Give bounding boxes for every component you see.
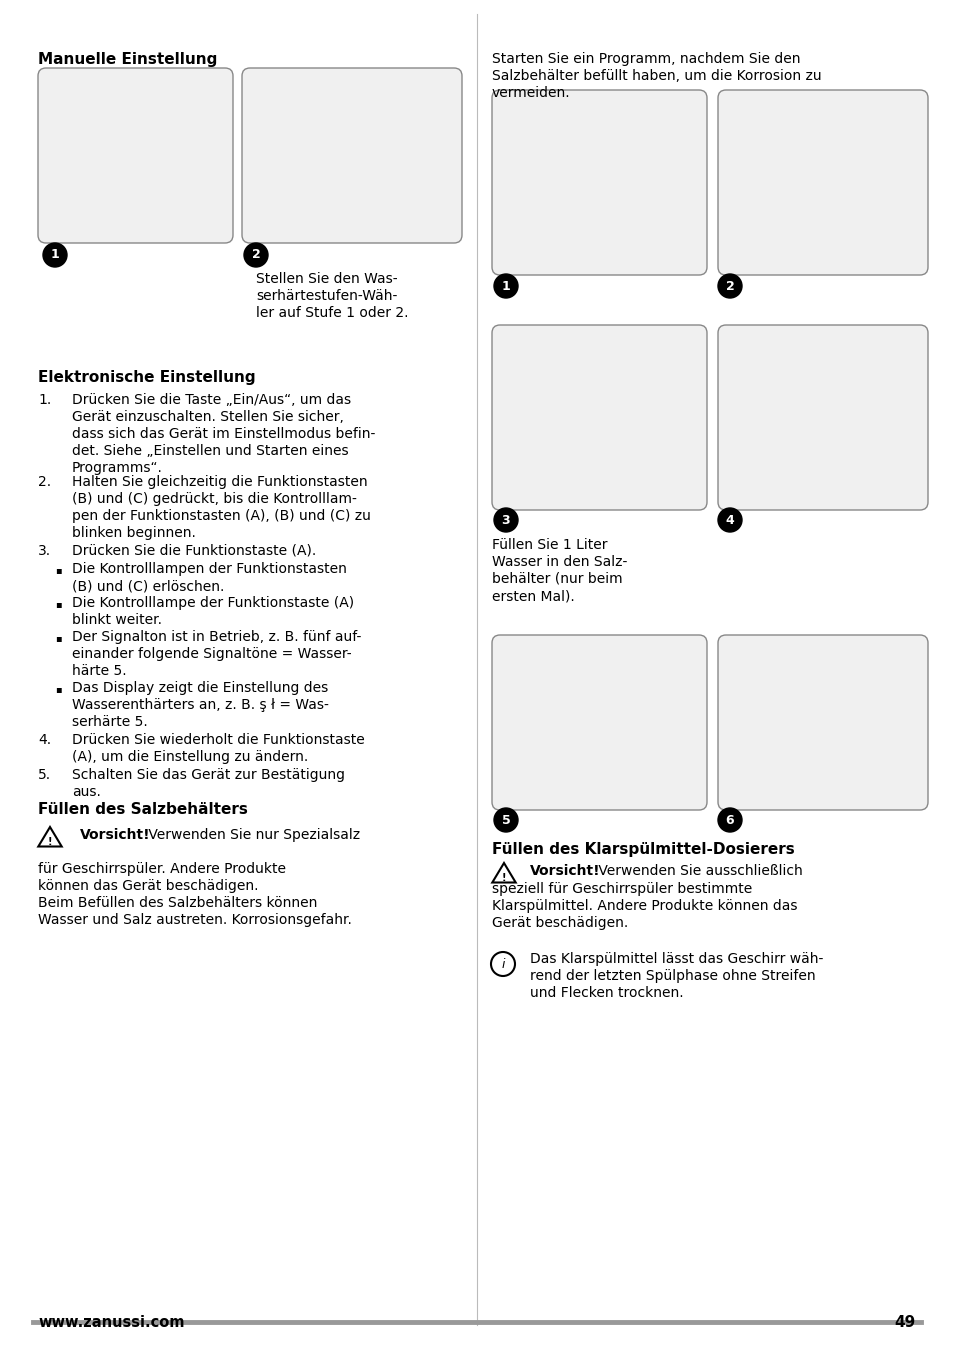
Polygon shape [38, 827, 62, 846]
Text: ▪: ▪ [55, 565, 62, 575]
Text: 1: 1 [51, 249, 59, 261]
Text: blinkt weiter.: blinkt weiter. [71, 612, 162, 627]
Text: können das Gerät beschädigen.: können das Gerät beschädigen. [38, 879, 258, 894]
Text: dass sich das Gerät im Einstellmodus befin-: dass sich das Gerät im Einstellmodus bef… [71, 427, 375, 441]
Text: speziell für Geschirrspüler bestimmte: speziell für Geschirrspüler bestimmte [492, 882, 752, 896]
FancyBboxPatch shape [242, 68, 461, 243]
Circle shape [494, 808, 517, 831]
Text: Drücken Sie die Taste „Ein/Aus“, um das: Drücken Sie die Taste „Ein/Aus“, um das [71, 393, 351, 407]
FancyBboxPatch shape [718, 635, 927, 810]
Text: Füllen des Salzbehälters: Füllen des Salzbehälters [38, 802, 248, 817]
Text: für Geschirrspüler. Andere Produkte: für Geschirrspüler. Andere Produkte [38, 863, 286, 876]
FancyBboxPatch shape [492, 324, 706, 510]
Text: (A), um die Einstellung zu ändern.: (A), um die Einstellung zu ändern. [71, 750, 308, 764]
Text: www.zanussi.com: www.zanussi.com [38, 1315, 184, 1330]
Text: 2.: 2. [38, 475, 51, 489]
Text: Halten Sie gleichzeitig die Funktionstasten: Halten Sie gleichzeitig die Funktionstas… [71, 475, 367, 489]
Text: Das Display zeigt die Einstellung des: Das Display zeigt die Einstellung des [71, 681, 328, 695]
Text: 5: 5 [501, 814, 510, 826]
Circle shape [718, 508, 741, 531]
Text: Vorsicht!: Vorsicht! [80, 827, 151, 842]
Polygon shape [492, 863, 516, 883]
Text: !: ! [501, 873, 506, 883]
Text: Stellen Sie den Was-: Stellen Sie den Was- [255, 272, 397, 287]
Text: rend der letzten Spülphase ohne Streifen: rend der letzten Spülphase ohne Streifen [530, 969, 815, 983]
Text: 6: 6 [725, 814, 734, 826]
Text: blinken beginnen.: blinken beginnen. [71, 526, 195, 539]
Text: Elektronische Einstellung: Elektronische Einstellung [38, 370, 255, 385]
Text: (B) und (C) gedrückt, bis die Kontrolllam-: (B) und (C) gedrückt, bis die Kontrollla… [71, 492, 356, 506]
Text: pen der Funktionstasten (A), (B) und (C) zu: pen der Funktionstasten (A), (B) und (C)… [71, 508, 371, 523]
Text: Verwenden Sie nur Spezialsalz: Verwenden Sie nur Spezialsalz [144, 827, 359, 842]
Text: Drücken Sie die Funktionstaste (A).: Drücken Sie die Funktionstaste (A). [71, 544, 315, 558]
Text: 3: 3 [501, 514, 510, 526]
Text: Verwenden Sie ausschließlich: Verwenden Sie ausschließlich [594, 864, 801, 877]
Text: Wasser in den Salz-: Wasser in den Salz- [492, 556, 627, 569]
Text: Die Kontrolllampen der Funktionstasten: Die Kontrolllampen der Funktionstasten [71, 562, 347, 576]
Text: Wasserenthärters an, z. B. ş ł = Was-: Wasserenthärters an, z. B. ş ł = Was- [71, 698, 329, 713]
Text: Klarspülmittel. Andere Produkte können das: Klarspülmittel. Andere Produkte können d… [492, 899, 797, 913]
Text: aus.: aus. [71, 786, 101, 799]
FancyBboxPatch shape [718, 324, 927, 510]
Text: härte 5.: härte 5. [71, 664, 127, 677]
Text: Manuelle Einstellung: Manuelle Einstellung [38, 51, 217, 68]
Text: Schalten Sie das Gerät zur Bestätigung: Schalten Sie das Gerät zur Bestätigung [71, 768, 345, 781]
Text: ▪: ▪ [55, 684, 62, 694]
Text: Wasser und Salz austreten. Korrosionsgefahr.: Wasser und Salz austreten. Korrosionsgef… [38, 913, 352, 927]
FancyBboxPatch shape [492, 91, 706, 274]
Text: Füllen Sie 1 Liter: Füllen Sie 1 Liter [492, 538, 607, 552]
Text: 2: 2 [252, 249, 260, 261]
Text: ▪: ▪ [55, 599, 62, 608]
Text: serhärtestufen-Wäh-: serhärtestufen-Wäh- [255, 289, 397, 303]
Text: Gerät beschädigen.: Gerät beschädigen. [492, 917, 628, 930]
Text: !: ! [48, 837, 52, 846]
Text: Der Signalton ist in Betrieb, z. B. fünf auf-: Der Signalton ist in Betrieb, z. B. fünf… [71, 630, 361, 644]
Circle shape [491, 952, 515, 976]
Text: 1: 1 [501, 280, 510, 292]
Text: und Flecken trocknen.: und Flecken trocknen. [530, 986, 683, 1000]
Circle shape [494, 508, 517, 531]
Text: i: i [500, 957, 504, 971]
Text: Starten Sie ein Programm, nachdem Sie den: Starten Sie ein Programm, nachdem Sie de… [492, 51, 800, 66]
Text: ▪: ▪ [55, 633, 62, 644]
Text: 5.: 5. [38, 768, 51, 781]
Circle shape [244, 243, 268, 266]
Text: Vorsicht!: Vorsicht! [530, 864, 600, 877]
Text: Gerät einzuschalten. Stellen Sie sicher,: Gerät einzuschalten. Stellen Sie sicher, [71, 410, 343, 425]
Text: Die Kontrolllampe der Funktionstaste (A): Die Kontrolllampe der Funktionstaste (A) [71, 596, 354, 610]
Text: ler auf Stufe 1 oder 2.: ler auf Stufe 1 oder 2. [255, 306, 408, 320]
Text: Das Klarspülmittel lässt das Geschirr wäh-: Das Klarspülmittel lässt das Geschirr wä… [530, 952, 822, 965]
Text: serhärte 5.: serhärte 5. [71, 715, 148, 729]
Text: Drücken Sie wiederholt die Funktionstaste: Drücken Sie wiederholt die Funktionstast… [71, 733, 364, 748]
Text: behälter (nur beim: behälter (nur beim [492, 572, 622, 585]
Text: ersten Mal).: ersten Mal). [492, 589, 574, 603]
Circle shape [494, 274, 517, 297]
Text: 4.: 4. [38, 733, 51, 748]
Text: (B) und (C) erlöschen.: (B) und (C) erlöschen. [71, 579, 224, 594]
Text: det. Siehe „Einstellen und Starten eines: det. Siehe „Einstellen und Starten eines [71, 443, 348, 458]
Text: Programms“.: Programms“. [71, 461, 163, 475]
Text: 2: 2 [725, 280, 734, 292]
FancyBboxPatch shape [492, 635, 706, 810]
Text: Beim Befüllen des Salzbehälters können: Beim Befüllen des Salzbehälters können [38, 896, 317, 910]
Text: 3.: 3. [38, 544, 51, 558]
Text: 4: 4 [725, 514, 734, 526]
Text: einander folgende Signaltöne = Wasser-: einander folgende Signaltöne = Wasser- [71, 648, 352, 661]
Circle shape [43, 243, 67, 266]
Text: Salzbehälter befüllt haben, um die Korrosion zu: Salzbehälter befüllt haben, um die Korro… [492, 69, 821, 82]
Text: 49: 49 [894, 1315, 915, 1330]
Circle shape [718, 808, 741, 831]
FancyBboxPatch shape [38, 68, 233, 243]
Text: vermeiden.: vermeiden. [492, 87, 570, 100]
FancyBboxPatch shape [718, 91, 927, 274]
Text: 1.: 1. [38, 393, 51, 407]
Text: Füllen des Klarspülmittel-Dosierers: Füllen des Klarspülmittel-Dosierers [492, 842, 794, 857]
Circle shape [718, 274, 741, 297]
